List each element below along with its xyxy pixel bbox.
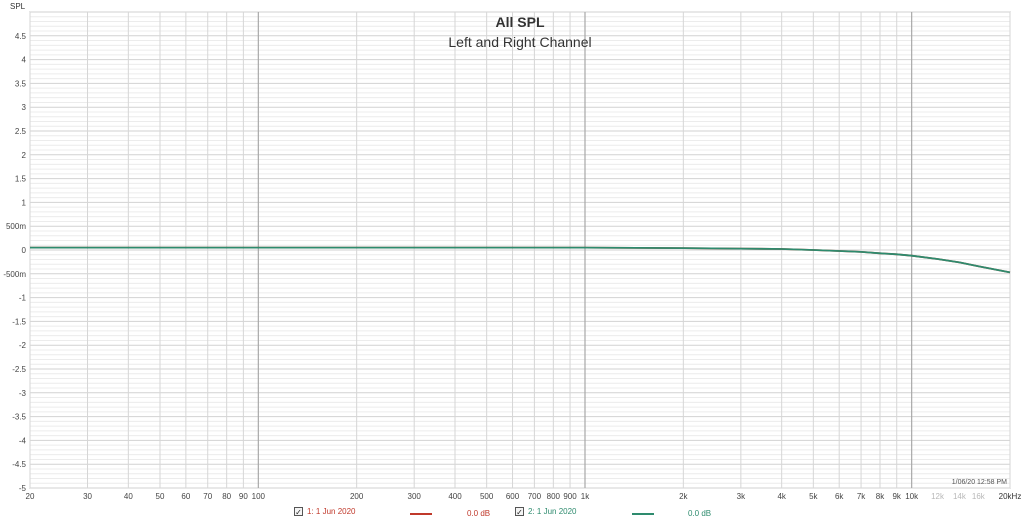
x-tick-label: 7k <box>857 492 866 501</box>
x-tick-label: 8k <box>876 492 885 501</box>
y-tick-label: -3 <box>19 389 27 398</box>
y-tick-label: 1 <box>22 198 27 207</box>
x-tick-label: 300 <box>408 492 422 501</box>
x-tick-label: 100 <box>252 492 266 501</box>
y-tick-label: -1.5 <box>12 317 26 326</box>
chart-svg: 4.5 4 3.5 3 2.5 2 1.5 1 500m 0 -500m -1 -1.5 -2 -2.5 -3… <box>3 2 1022 501</box>
x-tick-label: 700 <box>528 492 542 501</box>
x-tick-label: 1k <box>581 492 590 501</box>
legend-label-1: 1: 1 Jun 2020 <box>307 507 356 516</box>
x-tick-label: 6k <box>835 492 844 501</box>
x-tick-label: 9k <box>892 492 901 501</box>
y-tick-label: -4.5 <box>12 460 26 469</box>
y-tick-label: -2.5 <box>12 365 26 374</box>
y-tick-label: 500m <box>6 222 26 231</box>
y-tick-label: 2 <box>22 151 27 160</box>
y-tick-label: -4 <box>19 436 27 445</box>
legend-value-1: 0.0 dB <box>467 509 491 518</box>
x-tick-label: 800 <box>547 492 561 501</box>
legend-checkbox-1[interactable]: ✓ <box>294 507 303 517</box>
y-tick-label: -5 <box>19 484 27 493</box>
grid-lines <box>29 11 1011 489</box>
y-axis-label: SPL <box>10 2 26 11</box>
legend-swatch-1 <box>410 513 432 515</box>
x-tick-label: 5k <box>809 492 818 501</box>
legend-item-1[interactable]: ✓ 1: 1 Jun 2020 <box>294 507 356 517</box>
y-tick-label: -500m <box>3 270 26 279</box>
chart-title: All SPL <box>495 14 544 30</box>
x-tick-label: 20 <box>26 492 35 501</box>
y-tick-label: -2 <box>19 341 27 350</box>
legend: ✓ 1: 1 Jun 2020 0.0 dB ✓ 2: 1 Jun 2020 0… <box>0 505 1024 523</box>
x-tick-label: 80 <box>222 492 231 501</box>
x-tick-label: 3k <box>737 492 746 501</box>
y-tick-label: 2.5 <box>15 127 27 136</box>
x-tick-label: 400 <box>448 492 462 501</box>
series-line-2 <box>30 246 1011 274</box>
y-tick-label: 1.5 <box>15 175 27 184</box>
y-tick-label: 0 <box>22 246 27 255</box>
y-tick-label: 4 <box>22 56 27 65</box>
legend-label-2: 2: 1 Jun 2020 <box>528 507 577 516</box>
timestamp: 1/06/20 12:58 PM <box>952 479 1007 486</box>
x-tick-label: 200 <box>350 492 364 501</box>
y-tick-labels: 4.5 4 3.5 3 2.5 2 1.5 1 500m 0 -500m -1 -1.5 -2 -2.5 -3… <box>3 32 26 493</box>
x-tick-label: 70 <box>203 492 212 501</box>
x-tick-label: 10k <box>905 492 919 501</box>
chart-subtitle: Left and Right Channel <box>448 34 591 50</box>
x-tick-label: 600 <box>506 492 520 501</box>
y-tick-label: 3 <box>22 103 27 112</box>
x-tick-labels: 20 30 40 50 60 70 80 90 100 200 300 400 500 600 700 800… <box>26 492 986 501</box>
x-tick-label: 500 <box>480 492 494 501</box>
x-axis-unit-label: 20kHz <box>999 492 1022 501</box>
x-tick-label: 16k <box>972 492 986 501</box>
y-tick-label: -1 <box>19 294 27 303</box>
y-tick-label: -3.5 <box>12 413 26 422</box>
x-tick-label: 60 <box>181 492 190 501</box>
series-lines <box>30 246 1011 274</box>
x-tick-label: 40 <box>124 492 133 501</box>
x-tick-label: 30 <box>83 492 92 501</box>
y-tick-label: 3.5 <box>15 79 27 88</box>
legend-swatch-2 <box>632 513 654 515</box>
x-tick-label: 50 <box>156 492 165 501</box>
x-tick-label: 4k <box>777 492 786 501</box>
x-tick-label: 14k <box>953 492 967 501</box>
x-tick-label: 90 <box>239 492 248 501</box>
x-tick-label: 2k <box>679 492 688 501</box>
legend-item-2[interactable]: ✓ 2: 1 Jun 2020 <box>515 507 577 517</box>
x-tick-label: 900 <box>563 492 577 501</box>
legend-value-2: 0.0 dB <box>688 509 712 518</box>
legend-checkbox-2[interactable]: ✓ <box>515 507 524 517</box>
x-tick-label: 12k <box>931 492 945 501</box>
y-tick-label: 4.5 <box>15 32 27 41</box>
